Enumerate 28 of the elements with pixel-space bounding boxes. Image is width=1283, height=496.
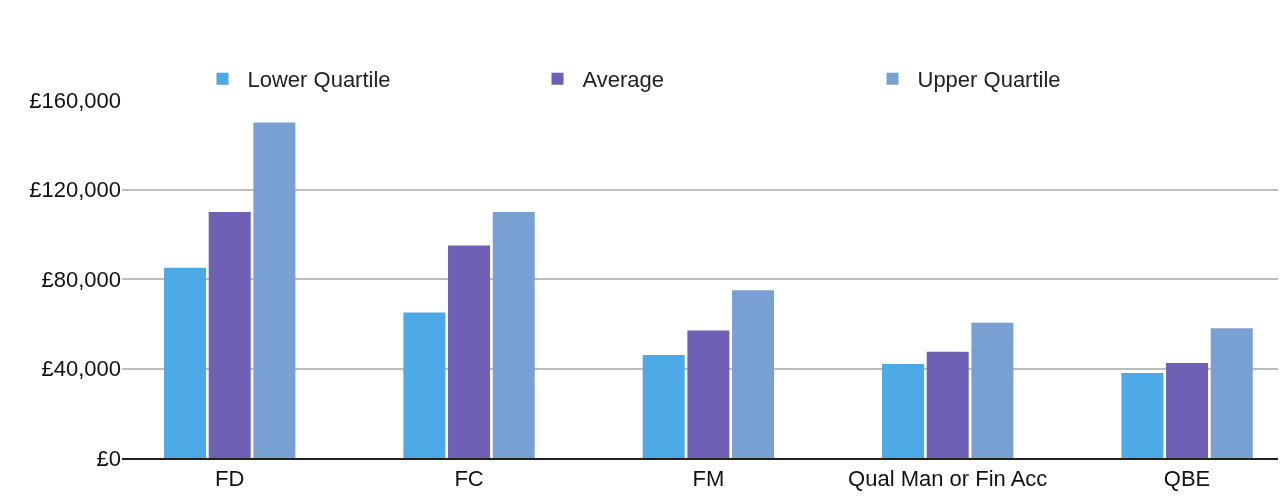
bar xyxy=(492,211,535,458)
bar xyxy=(732,290,775,458)
legend-label: Average xyxy=(582,67,665,93)
x-tick-label: Qual Man or Fin Acc xyxy=(848,466,1048,492)
bar xyxy=(926,351,969,458)
bar xyxy=(1210,328,1253,458)
y-tick-label: £120,000 xyxy=(29,177,121,203)
bar xyxy=(164,267,207,458)
bar xyxy=(971,322,1014,458)
x-tick-label: QBE xyxy=(1163,466,1211,492)
y-tick-label: £40,000 xyxy=(41,356,121,382)
bar xyxy=(403,312,446,458)
bar xyxy=(1166,362,1209,458)
bar xyxy=(687,330,730,458)
y-tick-label: £0 xyxy=(96,445,121,471)
bar xyxy=(208,211,251,458)
legend-label: Upper Quartile xyxy=(917,67,1061,93)
y-tick-label: £80,000 xyxy=(41,266,121,292)
y-tick-label: £160,000 xyxy=(29,87,121,113)
bar xyxy=(882,364,925,458)
bar xyxy=(642,355,685,458)
x-tick-label: FC xyxy=(454,466,484,492)
bar xyxy=(253,122,296,458)
bar xyxy=(1121,372,1164,458)
legend-label: Lower Quartile xyxy=(247,67,391,93)
bar xyxy=(448,245,491,458)
x-tick-label: FM xyxy=(692,466,725,492)
x-tick-label: FD xyxy=(215,466,245,492)
